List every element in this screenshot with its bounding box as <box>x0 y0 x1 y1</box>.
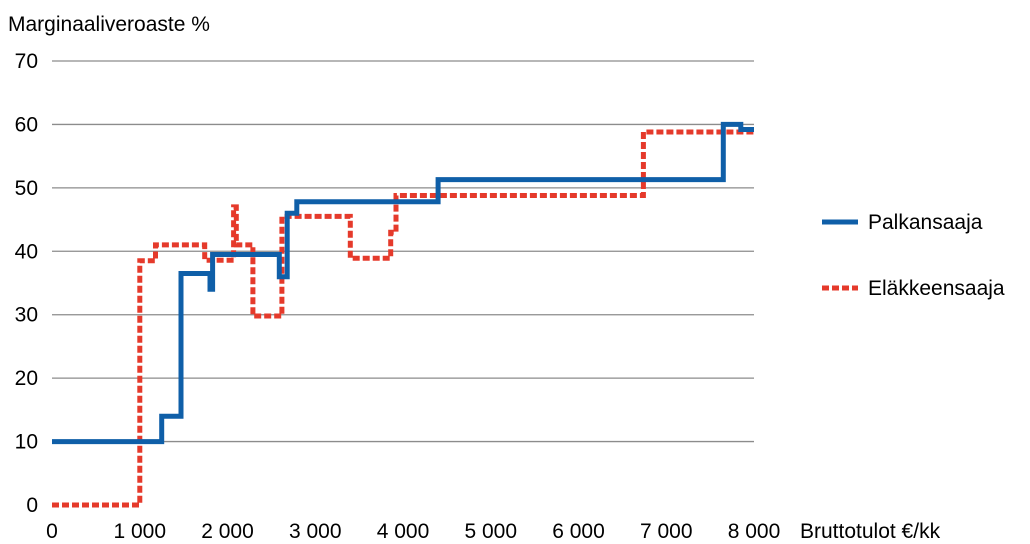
y-tick-label: 60 <box>15 113 38 136</box>
y-tick-label: 50 <box>15 177 38 200</box>
x-tick-label: 2 000 <box>201 520 254 543</box>
y-tick-label: 70 <box>15 50 38 73</box>
x-tick-label: 4 000 <box>377 520 430 543</box>
legend-label: Palkansaaja <box>868 211 983 234</box>
x-tick-label: 8 000 <box>728 520 781 543</box>
series-lines <box>52 121 754 508</box>
y-tick-label: 20 <box>15 367 38 390</box>
gridlines <box>52 60 754 443</box>
y-tick-label: 0 <box>26 494 38 517</box>
legend: Palkansaaja Eläkkeensaaja <box>822 211 1005 300</box>
series-line-elakkeensaaja <box>52 129 754 508</box>
y-tick-label: 10 <box>15 431 38 454</box>
y-tick-label: 40 <box>15 240 38 263</box>
x-tick-label: 3 000 <box>289 520 342 543</box>
y-tick-label: 30 <box>15 304 38 327</box>
x-tick-label: 6 000 <box>552 520 605 543</box>
series-line-palkansaaja <box>52 121 754 445</box>
x-tick-label: 0 <box>46 520 58 543</box>
legend-label: Eläkkeensaaja <box>868 277 1005 300</box>
x-tick-label: 7 000 <box>640 520 693 543</box>
x-tick-label: 5 000 <box>464 520 517 543</box>
x-tick-label: 1 000 <box>113 520 166 543</box>
y-axis-tick-labels: 0 10 20 30 40 50 60 70 <box>15 50 38 517</box>
x-axis-tick-labels: 0 1 000 2 000 3 000 4 000 5 000 6 000 7 000 8 00… <box>46 520 780 543</box>
y-axis-title: Marginaaliveroaste % <box>8 13 210 36</box>
x-axis-title: Bruttotulot €/kk <box>800 520 941 543</box>
